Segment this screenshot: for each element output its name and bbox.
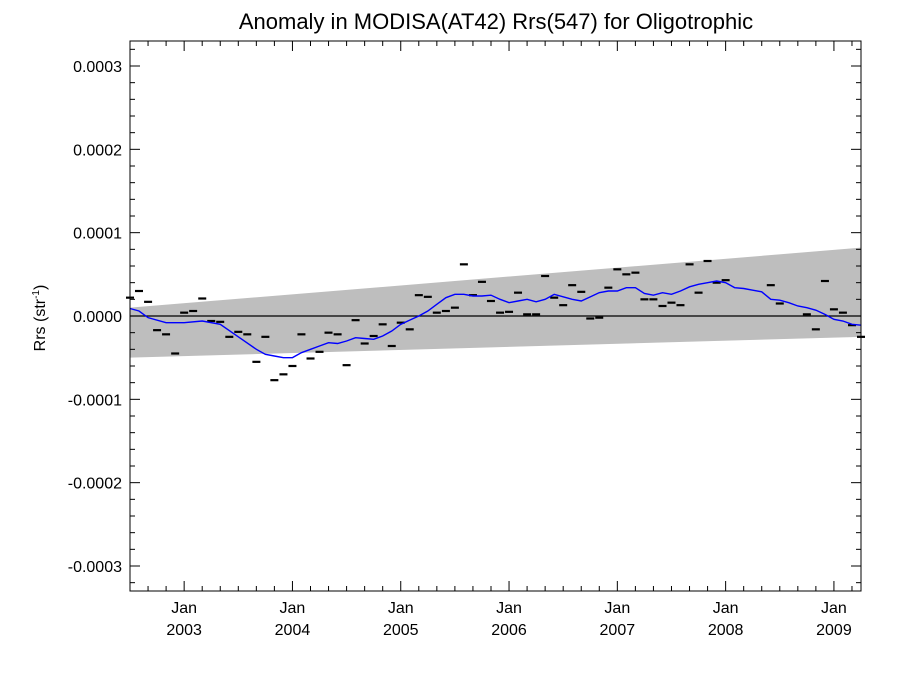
x-tick-label-month: Jan	[604, 600, 630, 617]
y-axis-ticks: 0.0003 0.0002 0.0001 0.0000 -0.0001 -0.0002 -0…	[68, 48, 861, 584]
chart-title: Anomaly in MODISA(AT42) Rrs(547) for Oli…	[239, 9, 753, 34]
x-tick-label-month: Jan	[713, 600, 739, 617]
y-tick-label: 0.0002	[73, 142, 122, 159]
y-tick-label: -0.0001	[68, 392, 122, 409]
x-tick-label-year: 2006	[491, 622, 527, 639]
x-tick-label-month: Jan	[171, 600, 197, 617]
y-tick-label: -0.0002	[68, 476, 122, 493]
x-tick-label-year: 2008	[708, 622, 744, 639]
x-tick-label-month: Jan	[388, 600, 414, 617]
y-axis-label-close: )	[32, 285, 49, 290]
monthly-anomaly-markers	[126, 259, 865, 382]
x-tick-label-month: Jan	[496, 600, 522, 617]
x-axis-ticks: Jan 2003 Jan 2004 Jan 2005 Jan 2006 Jan 2007 Jan 20…	[129, 41, 853, 639]
x-tick-label-month: Jan	[821, 600, 847, 617]
y-tick-label: 0.0001	[73, 226, 122, 243]
plot-area: 0.0003 0.0002 0.0001 0.0000 -0.0001 -0.0002 -0…	[68, 40, 865, 639]
x-tick-label-year: 2003	[166, 622, 202, 639]
y-axis-label-superscript: -1	[31, 290, 42, 299]
y-axis-label-main: Rrs (str	[32, 298, 49, 351]
x-tick-label-year: 2009	[816, 622, 852, 639]
x-tick-label-year: 2005	[383, 622, 419, 639]
x-tick-label-year: 2007	[600, 622, 636, 639]
x-tick-label-month: Jan	[280, 600, 306, 617]
y-axis-label: Rrs (str-1)	[31, 285, 49, 352]
y-tick-label: 0.0003	[73, 59, 122, 76]
smoothed-anomaly-line	[129, 280, 862, 359]
x-tick-label-year: 2004	[275, 622, 311, 639]
y-tick-label: -0.0003	[68, 559, 122, 576]
uncertainty-band	[130, 247, 861, 358]
y-tick-label: 0.0000	[73, 309, 122, 326]
